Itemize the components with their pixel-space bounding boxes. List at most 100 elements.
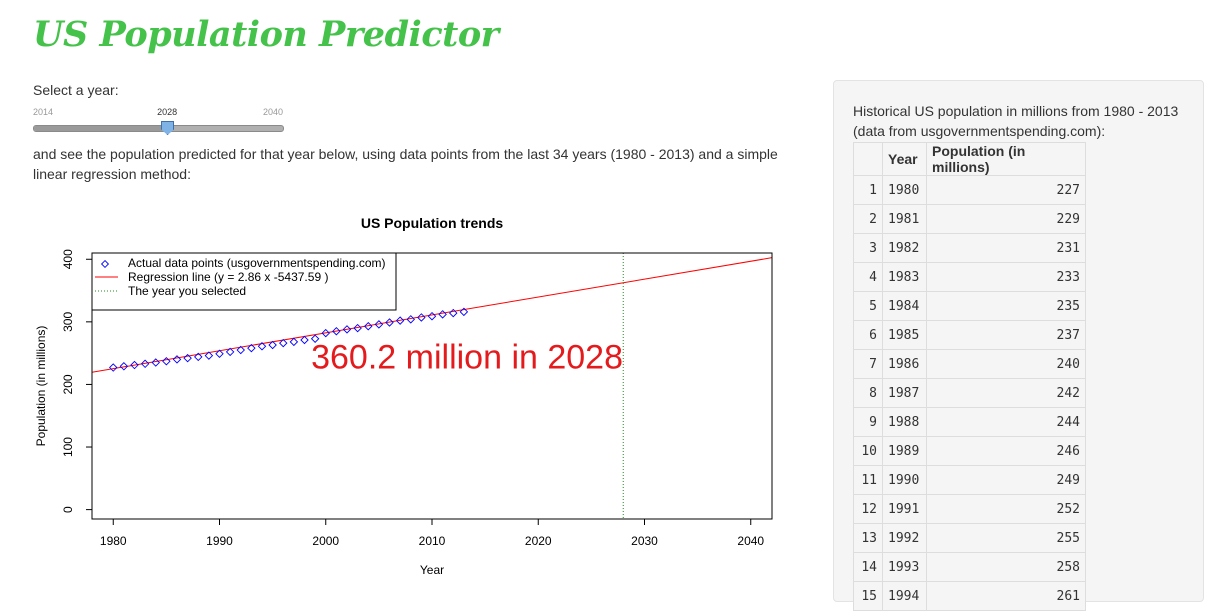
table-cell-population: 255 xyxy=(926,523,1086,553)
table-cell-index: 1 xyxy=(853,175,883,205)
data-point xyxy=(236,345,245,355)
table-row: 12 1991 252 xyxy=(853,494,1086,524)
table-cell-year: 1991 xyxy=(882,494,927,524)
table-cell-index: 14 xyxy=(853,552,883,582)
table-cell-year: 1990 xyxy=(882,465,927,495)
table-row: 1 1980 227 xyxy=(853,175,1086,205)
data-point xyxy=(183,353,192,363)
table-cell-index: 5 xyxy=(853,291,883,321)
data-point xyxy=(310,334,320,343)
table-cell-population: 240 xyxy=(926,349,1086,379)
table-cell-year: 1988 xyxy=(882,407,927,437)
data-point xyxy=(109,363,118,372)
data-point xyxy=(194,352,203,362)
legend-entry: The year you selected xyxy=(128,284,246,298)
data-point xyxy=(215,349,224,359)
data-point xyxy=(140,359,150,369)
y-tick-label: 300 xyxy=(61,312,75,332)
slider-min-label: 2014 xyxy=(33,107,54,117)
table-row: 2 1981 229 xyxy=(853,204,1086,234)
table-cell-index: 15 xyxy=(853,581,883,611)
data-point xyxy=(300,335,309,345)
data-point xyxy=(385,318,394,327)
app-title: US Population Predictor xyxy=(33,14,499,55)
table-row: 15 1994 261 xyxy=(853,581,1086,611)
table-cell-index: 10 xyxy=(853,436,883,466)
panel-caption: Historical US population in millions fro… xyxy=(853,103,1179,139)
legend-entry: Regression line (y = 2.86 x -5437.59 ) xyxy=(128,270,328,284)
description-text: and see the population predicted for tha… xyxy=(33,146,778,182)
data-point xyxy=(374,320,384,329)
table-cell-index: 6 xyxy=(853,320,883,350)
data-point xyxy=(406,315,415,324)
slider-max-label: 2040 xyxy=(262,107,283,117)
x-tick-label: 2040 xyxy=(737,534,764,548)
data-point xyxy=(268,340,277,350)
slider-handle[interactable] xyxy=(161,121,175,135)
slider-fill xyxy=(34,126,169,131)
table-cell-year: 1987 xyxy=(882,378,927,408)
slider-track[interactable] xyxy=(33,125,284,132)
table-cell-year: 1994 xyxy=(882,581,927,611)
table-cell-year: 1985 xyxy=(882,320,927,350)
table-row: 11 1990 249 xyxy=(853,465,1086,495)
data-point xyxy=(162,357,171,366)
data-point xyxy=(449,308,458,318)
table-row: 3 1982 231 xyxy=(853,233,1086,263)
x-tick-label: 2030 xyxy=(631,534,658,548)
year-slider[interactable]: 2014 2028 2040 xyxy=(33,107,284,137)
table-row: 5 1984 235 xyxy=(853,291,1086,321)
legend-box xyxy=(91,252,397,311)
table-row: 9 1988 244 xyxy=(853,407,1086,437)
data-point xyxy=(459,307,469,317)
data-point xyxy=(321,328,330,338)
table-cell-year: 1980 xyxy=(882,175,927,205)
data-point xyxy=(172,355,182,364)
chart-title: US Population trends xyxy=(361,215,504,231)
data-point xyxy=(438,310,447,319)
y-axis-label: Population (in millions) xyxy=(34,326,48,447)
table-row: 7 1986 240 xyxy=(853,349,1086,379)
data-point xyxy=(257,342,267,351)
data-point xyxy=(332,326,341,336)
x-tick-label: 2010 xyxy=(419,534,446,548)
table-cell-index: 13 xyxy=(853,523,883,553)
table-cell-population: 231 xyxy=(926,233,1086,263)
table-cell-population: 237 xyxy=(926,320,1086,350)
table-cell-population: 233 xyxy=(926,262,1086,292)
population-table: Year Population (in millions) 1 1980 227 2 1… xyxy=(853,142,1086,611)
data-point xyxy=(130,360,139,370)
table-header-population: Population (in millions) xyxy=(926,142,1086,176)
table-cell-index: 2 xyxy=(853,204,883,234)
table-row: 4 1983 233 xyxy=(853,262,1086,292)
table-cell-year: 1982 xyxy=(882,233,927,263)
regression-line xyxy=(92,257,772,373)
table-cell-year: 1989 xyxy=(882,436,927,466)
x-tick-label: 2020 xyxy=(525,534,552,548)
table-cell-index: 12 xyxy=(853,494,883,524)
table-row: 8 1987 242 xyxy=(853,378,1086,408)
historical-data-panel: Historical US population in millions fro… xyxy=(833,80,1204,611)
table-header-year: Year xyxy=(882,142,927,176)
data-point xyxy=(204,351,214,360)
data-point xyxy=(225,347,235,357)
data-point xyxy=(364,321,373,331)
y-tick-label: 0 xyxy=(61,506,75,513)
table-cell-population: 258 xyxy=(926,552,1086,582)
table-cell-index: 4 xyxy=(853,262,883,292)
table-cell-population: 252 xyxy=(926,494,1086,524)
table-cell-year: 1981 xyxy=(882,204,927,234)
table-cell-index: 9 xyxy=(853,407,883,437)
slider-value-label: 2028 xyxy=(157,107,178,117)
table-cell-year: 1992 xyxy=(882,523,927,553)
table-cell-index: 7 xyxy=(853,349,883,379)
table-row: 10 1989 246 xyxy=(853,436,1086,466)
table-cell-population: 242 xyxy=(926,378,1086,408)
table-row: 6 1985 237 xyxy=(853,320,1086,350)
data-point xyxy=(353,323,362,333)
data-point xyxy=(395,316,405,325)
data-point xyxy=(151,358,160,367)
table-cell-index: 8 xyxy=(853,378,883,408)
data-point xyxy=(342,325,352,334)
